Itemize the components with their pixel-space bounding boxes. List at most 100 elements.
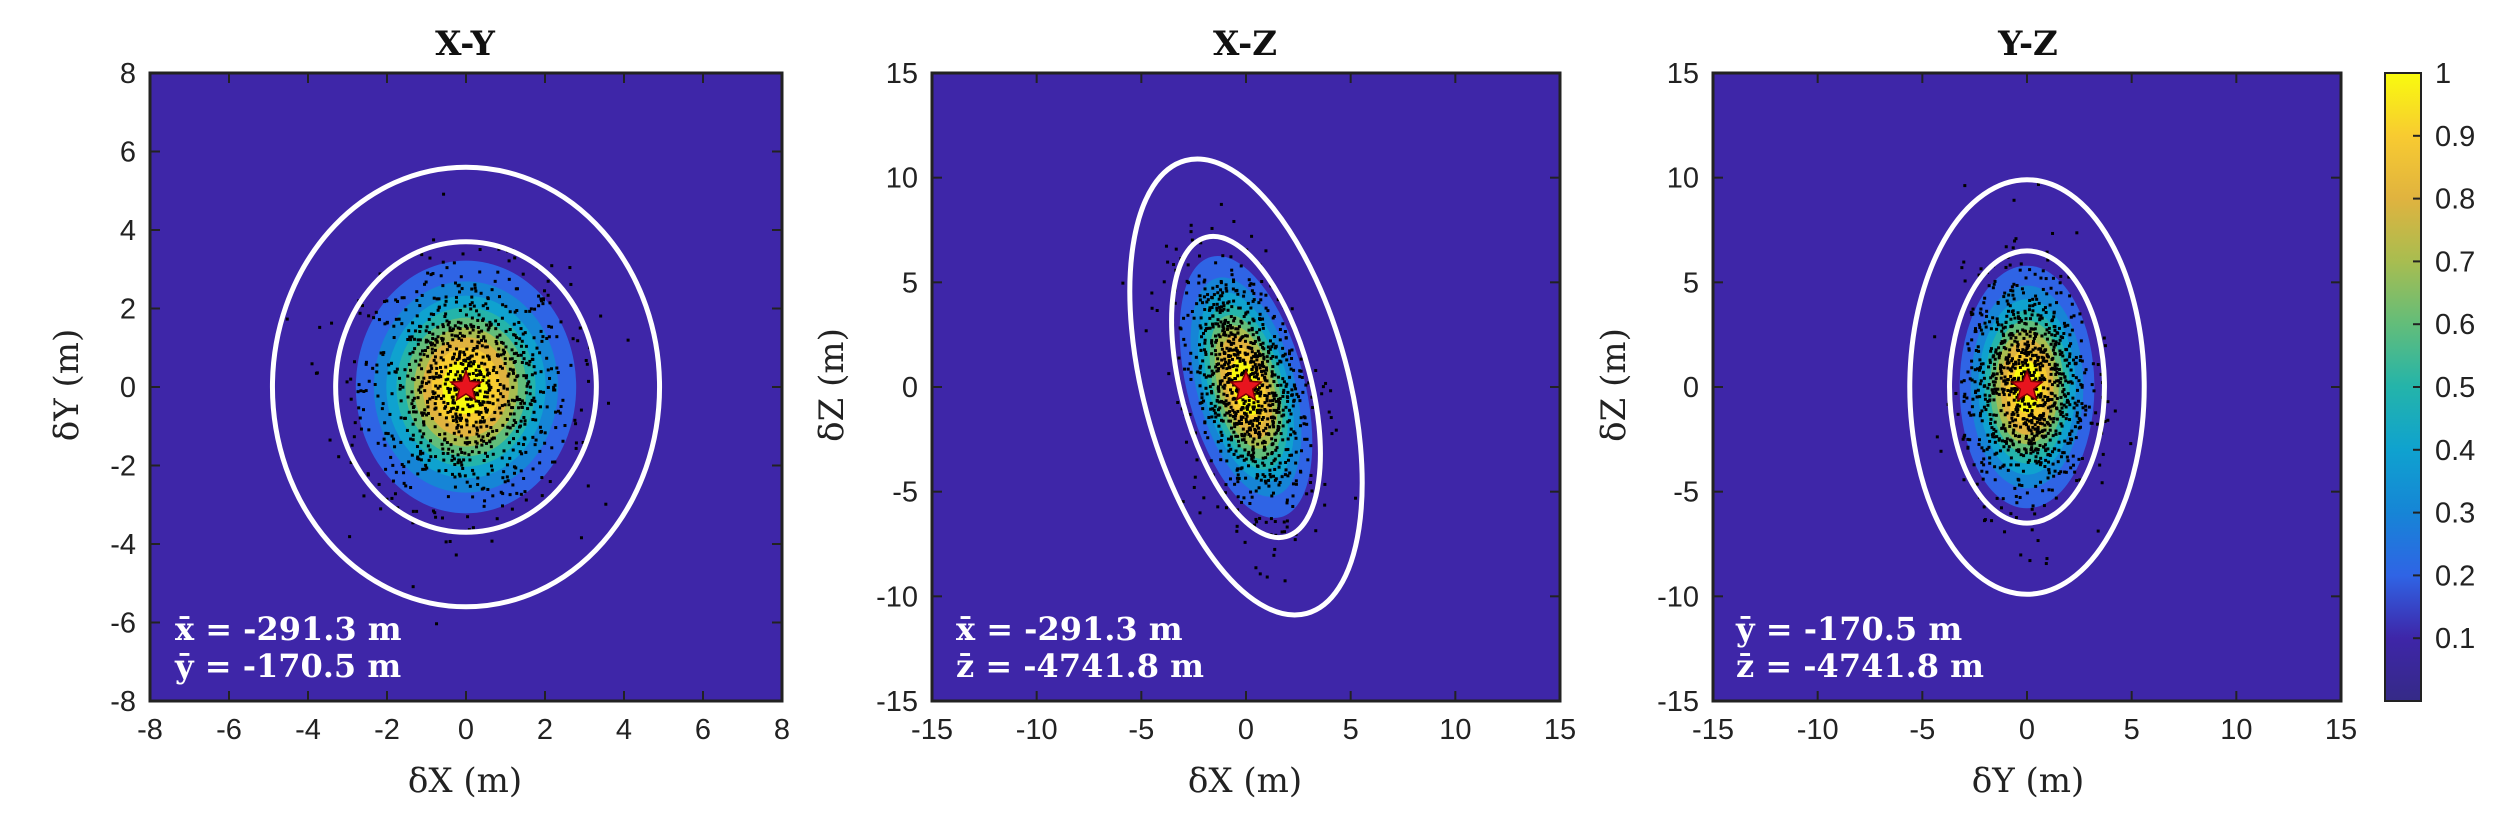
scatter-point (502, 352, 506, 356)
scatter-point (2043, 395, 2047, 399)
scatter-point (451, 401, 455, 405)
scatter-point (2041, 364, 2045, 368)
scatter-point (1215, 302, 1219, 306)
scatter-point (2006, 356, 2010, 360)
scatter-point (2035, 332, 2039, 336)
scatter-point (1227, 334, 1231, 338)
scatter-point (2026, 460, 2030, 464)
scatter-point (2032, 441, 2036, 445)
scatter-point (2039, 415, 2043, 419)
scatter-point (383, 300, 387, 304)
scatter-point (1264, 306, 1268, 310)
scatter-point (579, 408, 583, 412)
scatter-point (1198, 298, 1202, 302)
scatter-point (422, 376, 426, 380)
scatter-point (2005, 411, 2009, 415)
scatter-point (1263, 474, 1267, 478)
scatter-point (513, 310, 517, 314)
colorbar-tick-label: 0.8 (2435, 184, 2475, 216)
scatter-point (2023, 311, 2027, 315)
scatter-point (493, 279, 497, 283)
scatter-point (1219, 281, 1223, 285)
scatter-point (1271, 491, 1275, 495)
scatter-point (1247, 328, 1251, 332)
scatter-point (1270, 443, 1274, 447)
scatter-point (412, 378, 416, 382)
scatter-point (1272, 459, 1276, 463)
scatter-point (2050, 333, 2054, 337)
scatter-point (1305, 422, 1309, 426)
scatter-point (453, 281, 457, 285)
scatter-point (2058, 281, 2062, 285)
scatter-point (1254, 489, 1258, 493)
scatter-point (1287, 352, 1291, 356)
scatter-point (2068, 355, 2072, 359)
scatter-point (2061, 336, 2065, 340)
scatter-point (1998, 466, 2002, 470)
scatter-point (1324, 381, 1328, 385)
scatter-point (352, 435, 356, 439)
scatter-point (476, 393, 480, 397)
scatter-point (515, 309, 519, 313)
scatter-point (442, 400, 446, 404)
scatter-point (2009, 512, 2013, 516)
scatter-point (2021, 398, 2025, 402)
scatter-point (520, 452, 524, 456)
scatter-point (2046, 395, 2050, 399)
scatter-point (501, 348, 505, 352)
scatter-point (1282, 413, 1286, 417)
scatter-point (1183, 367, 1187, 371)
scatter-point (1288, 375, 1292, 379)
colorbar-tick-label: 0.7 (2435, 246, 2475, 278)
scatter-point (452, 378, 456, 382)
scatter-point (2096, 529, 2100, 533)
scatter-point (519, 327, 523, 331)
scatter-point (1249, 346, 1253, 350)
scatter-point (1231, 287, 1235, 291)
scatter-point (2028, 405, 2032, 409)
scatter-point (1290, 348, 1294, 352)
scatter-point (2113, 409, 2117, 413)
scatter-point (1215, 284, 1219, 288)
scatter-point (522, 351, 526, 355)
scatter-point (1993, 380, 1997, 384)
scatter-point (384, 467, 388, 471)
scatter-point (468, 458, 472, 462)
scatter-point (521, 442, 525, 446)
scatter-point (420, 384, 424, 388)
scatter-point (451, 356, 455, 360)
scatter-point (2071, 374, 2075, 378)
scatter-point (2033, 512, 2037, 516)
confidence-ellipse (1947, 248, 2107, 526)
scatter-point (2072, 406, 2076, 410)
scatter-point (2043, 443, 2047, 447)
scatter-point (498, 406, 502, 410)
colorbar-tick-label: 0.3 (2435, 498, 2475, 530)
scatter-point (2059, 291, 2063, 295)
scatter-point (1236, 495, 1240, 499)
scatter-point (507, 372, 511, 376)
scatter-point (2033, 361, 2037, 365)
scatter-point (523, 419, 527, 423)
scatter-point (537, 294, 541, 298)
scatter-point (1979, 379, 1983, 383)
scatter-point (1979, 411, 1983, 415)
scatter-point (1203, 308, 1207, 312)
scatter-point (2034, 363, 2038, 367)
x-tick-label: -10 (1016, 714, 1058, 746)
scatter-point (500, 504, 504, 508)
scatter-point (2033, 302, 2037, 306)
scatter-point (463, 474, 467, 478)
scatter-point (511, 483, 515, 487)
scatter-point (1299, 369, 1303, 373)
scatter-point (478, 389, 482, 393)
scatter-point (479, 425, 483, 429)
scatter-point (525, 384, 529, 388)
scatter-point (1291, 404, 1295, 408)
mean-annotation-1: ȳ = -170.5 m (1735, 610, 1962, 648)
scatter-point (451, 454, 455, 458)
scatter-point (2004, 357, 2008, 361)
scatter-point (1229, 341, 1233, 345)
scatter-point (1292, 368, 1296, 372)
scatter-point (455, 415, 459, 419)
